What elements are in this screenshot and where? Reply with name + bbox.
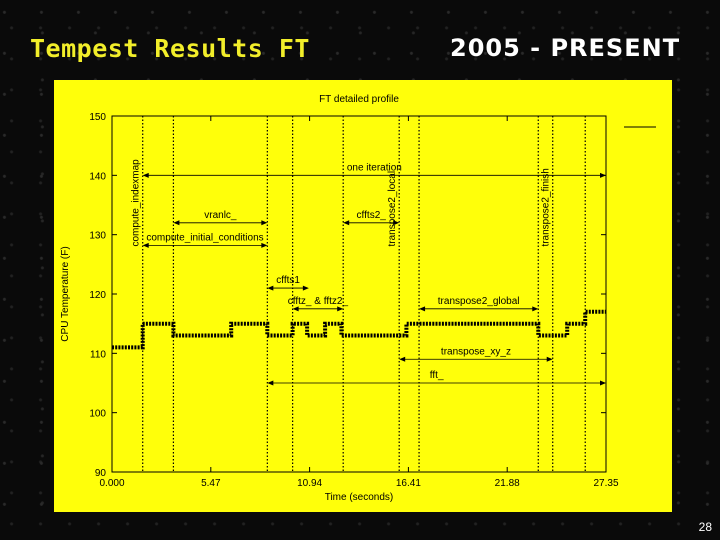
- annotation-arrow-right: [546, 356, 553, 362]
- annotation-label: vranlc_: [204, 210, 237, 221]
- slide-era-label: 2005 - PRESENT: [450, 34, 681, 62]
- annotation-label: cffts2_: [357, 210, 387, 221]
- annotation-label: compute_initial_conditions: [146, 232, 263, 243]
- y-tick-label: 140: [89, 171, 106, 182]
- annotation-arrow-right: [261, 220, 268, 226]
- annotation-arrow-right: [600, 380, 606, 386]
- annotation-arrow-right: [393, 220, 400, 226]
- annotation-arrow-left: [267, 285, 274, 291]
- annotation-label: one iteration: [347, 162, 402, 173]
- annotation-arrow-right: [261, 242, 268, 248]
- x-tick-label: 10.94: [297, 478, 322, 489]
- annotation-arrow-left: [142, 242, 149, 248]
- x-tick-label: 5.47: [201, 478, 221, 489]
- annotation-arrow-left: [343, 220, 350, 226]
- y-tick-label: 150: [89, 112, 106, 123]
- temperature-series-line: [112, 309, 606, 350]
- annotation-label: transpose2_global: [438, 296, 520, 307]
- annotation-arrow-left: [292, 306, 299, 312]
- slide-title: Tempest Results FT: [30, 34, 310, 63]
- chart-title: FT detailed profile: [319, 94, 399, 105]
- chart-panel: FT detailed profile 90 100 110 120 130 140 150 0…: [54, 80, 672, 512]
- page-number: 28: [698, 520, 712, 534]
- annotation-arrow-right: [600, 172, 606, 178]
- annotation-arrow-right: [302, 285, 309, 291]
- x-axis-label: Time (seconds): [325, 492, 394, 503]
- annotation-arrow-left: [419, 306, 426, 312]
- vertical-annotation-label: compute_indexmap: [131, 159, 142, 247]
- y-tick-label: 120: [89, 290, 106, 301]
- x-tick-label: 16.41: [396, 478, 421, 489]
- annotation-label: cfftz_ & fftz2_: [288, 296, 349, 307]
- annotation-label: fft_: [430, 370, 444, 381]
- y-tick-label: 90: [95, 468, 107, 479]
- y-axis-label: CPU Temperature (F): [60, 246, 71, 341]
- annotation-label: transpose_xy_z: [441, 346, 511, 357]
- annotation-arrow-left: [173, 220, 180, 226]
- annotation-arrow-left: [267, 380, 274, 386]
- y-tick-label: 100: [89, 409, 106, 420]
- annotation-label: cffts1: [276, 275, 300, 286]
- vertical-annotation-label: transpose2_local: [387, 171, 398, 247]
- vertical-annotation-label: transpose2_finish: [541, 168, 552, 246]
- y-tick-label: 130: [89, 231, 106, 242]
- x-tick-label: 0.000: [99, 478, 124, 489]
- annotation-arrow-left: [399, 356, 406, 362]
- annotation-arrow-right: [337, 306, 344, 312]
- annotation-arrow-right: [532, 306, 539, 312]
- y-tick-label: 110: [90, 349, 106, 360]
- x-tick-label: 27.35: [593, 478, 618, 489]
- ft-profile-chart: FT detailed profile 90 100 110 120 130 140 150 0…: [60, 94, 656, 503]
- x-tick-label: 21.88: [495, 478, 520, 489]
- annotation-arrow-left: [142, 172, 149, 178]
